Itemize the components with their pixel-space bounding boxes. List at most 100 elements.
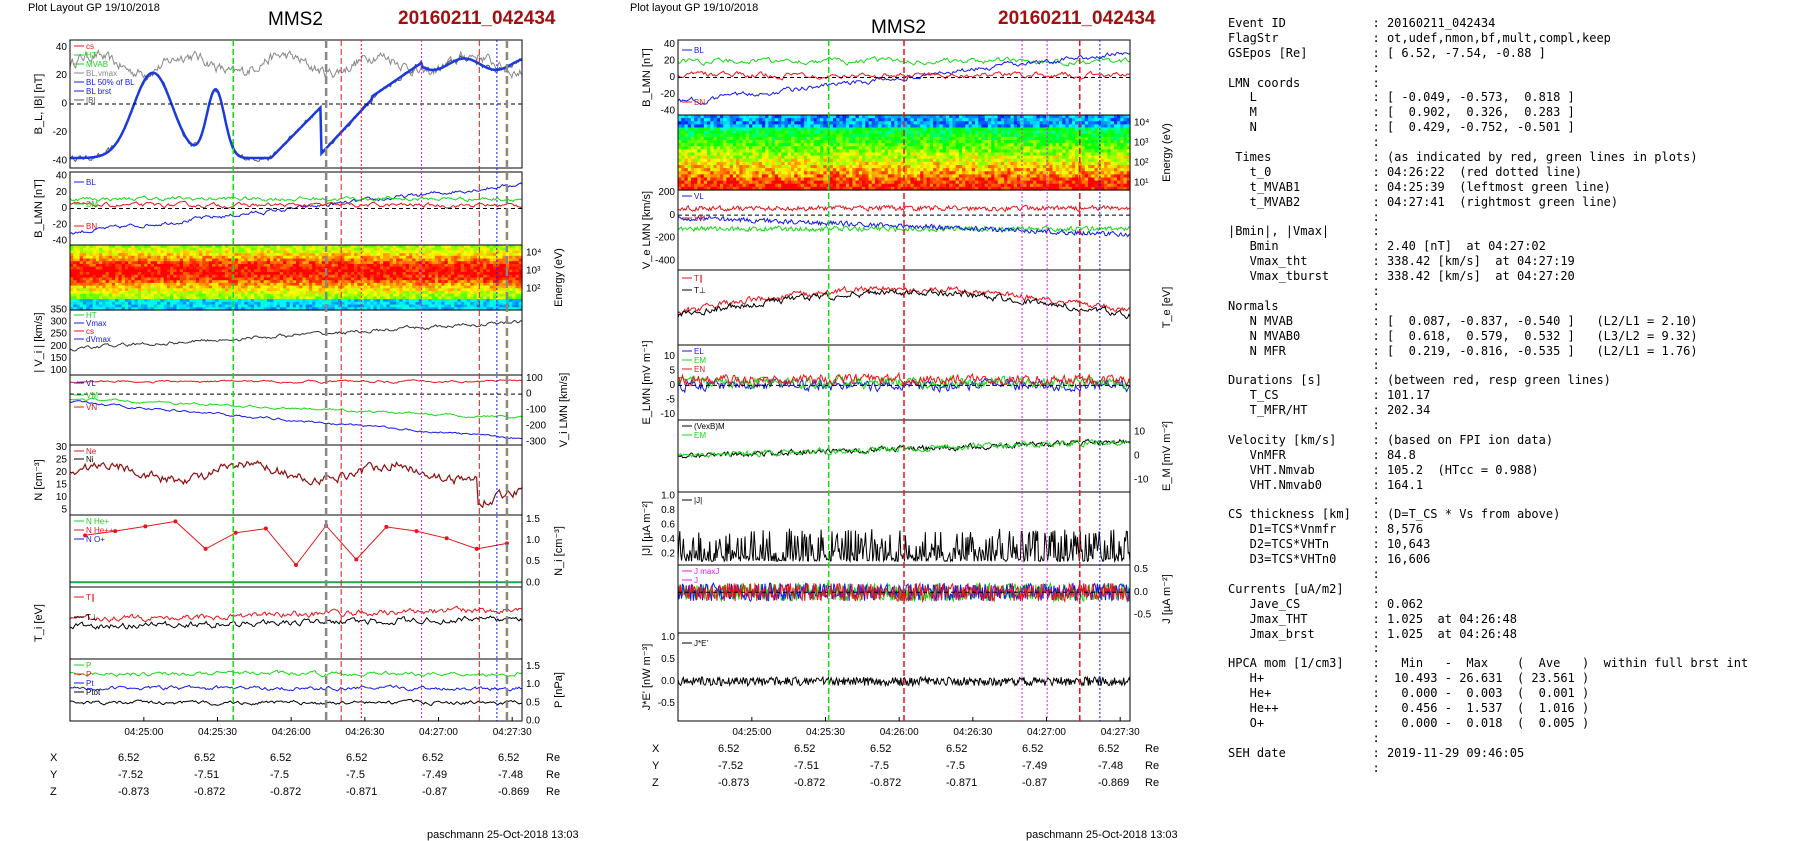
info-line: : xyxy=(1228,284,1380,299)
info-line: Bmin : 2.40 [nT] at 04:27:02 xyxy=(1228,239,1546,254)
info-line: Vmax_tburst : 338.42 [km/s] at 04:27:20 xyxy=(1228,269,1575,284)
r-e-ytick: -5 xyxy=(666,394,675,405)
n-ytick: 30 xyxy=(56,442,68,453)
r-ve-ytick: 0 xyxy=(669,210,675,221)
ti-ylabel: T_i [eV] xyxy=(33,604,45,642)
right-time-axis-tick-label: 04:25:00 xyxy=(732,727,771,738)
e-spectro-ylabel: Energy (eV) xyxy=(1161,123,1173,182)
info-line: N MFR : [ 0.219, -0.816, -0.535 ] (L2/L1… xyxy=(1228,343,1698,358)
right-eph-unit: Re xyxy=(1145,743,1160,755)
left-eph-label: X xyxy=(50,752,58,764)
blmn-legend-2-label: BN xyxy=(86,222,97,231)
left-time-axis-tick-label: 04:25:30 xyxy=(198,727,237,738)
left-eph-value: -0.87 xyxy=(422,786,448,798)
r-te-legend-1-label: T⊥ xyxy=(694,286,706,295)
blmn-ytick: -20 xyxy=(53,219,68,230)
right-eph-value: -0.871 xyxy=(946,777,978,789)
info-line: VHT.Nmvab0 : 164.1 xyxy=(1228,477,1424,492)
info-line: t_0 : 04:26:22 (red dotted line) xyxy=(1228,164,1583,179)
info-line: LMN coords : xyxy=(1228,75,1380,90)
r-te-legend-0-label: T∥ xyxy=(694,274,703,283)
blmn-ylabel: B_LMN [nT] xyxy=(33,179,45,238)
right-time-axis-tick-label: 04:26:00 xyxy=(880,727,919,738)
r-blmn-legend-0-label: BL xyxy=(694,46,704,55)
r-e-legend-0-label: EL xyxy=(694,347,704,356)
vi-mag-panel xyxy=(69,309,523,376)
left-eph-value: 6.52 xyxy=(194,752,216,764)
right-eph-value: 6.52 xyxy=(718,743,740,755)
r-j-ylabel: J [µA m⁻²] xyxy=(1161,574,1173,623)
r-ve-ytick: -400 xyxy=(655,255,675,266)
ion-spectro-ytick: 10⁴ xyxy=(526,248,541,259)
right-eph-value: 6.52 xyxy=(946,743,968,755)
n-ytick: 20 xyxy=(56,467,68,478)
r-em-legend-0-label: (VexB)M xyxy=(694,422,725,431)
info-line: D3=TCS*VHTn0 : 16,606 xyxy=(1228,552,1431,567)
right-eph-value: -7.49 xyxy=(1022,760,1048,772)
left-eph-label: Y xyxy=(50,769,58,781)
p-legend-3-label: Ptot xyxy=(86,688,101,697)
left-footer: paschmann 25-Oct-2018 13:03 xyxy=(427,829,579,841)
r-je-ytick: 0.5 xyxy=(661,654,675,665)
r-e-legend-1-label: EM xyxy=(694,356,706,365)
b-ytick: 20 xyxy=(56,70,68,81)
vi-lmn-ylabel: V_i LMN [km/s] xyxy=(558,373,570,448)
r-blmn-ytick: 0 xyxy=(669,72,675,83)
blmn-bn-trace xyxy=(69,200,523,209)
vi-lmn-vm-trace xyxy=(69,397,523,419)
info-line: Jave_CS : 0.062 xyxy=(1228,596,1424,611)
info-line: D1=TCS*Vnmfr : 8,576 xyxy=(1228,522,1424,537)
b-panel xyxy=(69,39,523,169)
info-line: Currents [uA/m2] : xyxy=(1228,581,1380,596)
info-line: : xyxy=(1228,418,1380,433)
r-e-ytick: -10 xyxy=(661,409,676,420)
ion-spectro-ytick: 10² xyxy=(526,284,541,295)
r-ve-legend-1-label: VN xyxy=(694,214,705,223)
ti-legend-0-label: T∥ xyxy=(86,593,95,602)
info-line: : xyxy=(1228,641,1380,656)
n-ytick: 5 xyxy=(61,505,67,516)
r-blmn-legend-1-label: BN xyxy=(694,98,705,107)
r-em-ytick: 0 xyxy=(1134,451,1140,462)
right-eph-value: -0.872 xyxy=(794,777,826,789)
vi-mag-ylabel: | V_i | [km/s] xyxy=(33,312,45,372)
bl-smoothed-trace xyxy=(70,57,523,160)
ion-spectro-ylabel: Energy (eV) xyxy=(553,248,565,307)
r-blmn-ytick: 40 xyxy=(664,39,676,50)
vi-lmn-ytick: -100 xyxy=(526,405,546,416)
n-ytick: 25 xyxy=(56,455,68,466)
info-line: SEH date : 2019-11-29 09:46:05 xyxy=(1228,745,1525,760)
left-eph-unit: Re xyxy=(546,752,561,764)
info-line: N MVAB : [ 0.087, -0.837, -0.540 ] (L2/L… xyxy=(1228,313,1698,328)
blmn-ytick: 20 xyxy=(56,187,68,198)
info-line: Velocity [km/s] : (based on FPI ion data… xyxy=(1228,432,1554,447)
blmn-ytick: -40 xyxy=(53,236,68,247)
left-plot-layout-label: Plot Layout GP 19/10/2018 xyxy=(28,2,160,14)
info-line: VnMFR : 84.8 xyxy=(1228,447,1416,462)
r-em-ylabel: E_M [mV m⁻²] xyxy=(1161,421,1173,491)
ni-ytick: 1.5 xyxy=(526,514,540,525)
r-blmn-ylabel: B_LMN [nT] xyxy=(641,48,653,107)
right-time-axis-tick-label: 04:25:30 xyxy=(806,727,845,738)
info-line: Vmax_tht : 338.42 [km/s] at 04:27:19 xyxy=(1228,254,1575,269)
info-line: : xyxy=(1228,135,1380,150)
info-line: N : [ 0.429, -0.752, -0.501 ] xyxy=(1228,120,1575,135)
info-line: : xyxy=(1228,209,1380,224)
info-line: Durations [s] : (between red, resp green… xyxy=(1228,373,1611,388)
b-legend-6-label: |B| xyxy=(86,96,96,105)
right-plot-layout-label: Plot layout GP 19/10/2018 xyxy=(630,2,759,14)
left-time-axis-tick-label: 04:27:30 xyxy=(493,727,532,738)
info-line: GSEpos [Re] : [ 6.52, -7.54, -0.88 ] xyxy=(1228,45,1546,60)
r-j-legend-1-label: J xyxy=(694,576,698,585)
right-eph-value: 6.52 xyxy=(794,743,816,755)
info-line: N MVAB0 : [ 0.618, 0.579, 0.532 ] (L3/L2… xyxy=(1228,328,1698,343)
info-line: M : [ 0.902, 0.326, 0.283 ] xyxy=(1228,105,1575,120)
r-jmag-legend-0-label: |J| xyxy=(694,496,702,505)
n-legend-0-label: Ne xyxy=(86,447,97,456)
r-te-ylabel: T_e [eV] xyxy=(1161,287,1173,329)
vi-mag-ytick: 250 xyxy=(50,329,67,340)
info-line: CS thickness [km] : (D=T_CS * Vs from ab… xyxy=(1228,507,1561,522)
r-e-legend-2-label: EN xyxy=(694,365,705,374)
n-ytick: 15 xyxy=(56,480,68,491)
